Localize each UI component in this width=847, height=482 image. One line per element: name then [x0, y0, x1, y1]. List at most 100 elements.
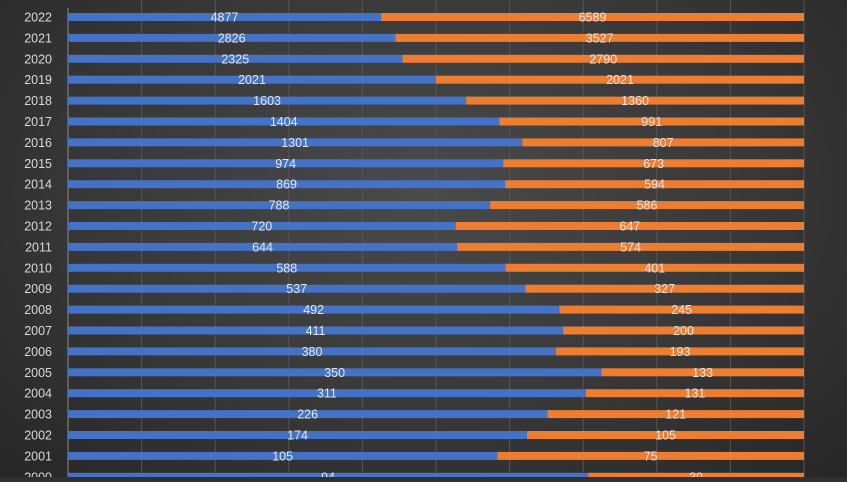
y-tick-label: 2011: [25, 240, 52, 254]
bar-segment: [402, 54, 804, 63]
y-tick-label: 2020: [24, 52, 52, 66]
bar-segment: [68, 33, 396, 42]
data-label: 2021: [606, 73, 634, 87]
y-tick-label: 2009: [24, 282, 52, 296]
y-tick-label: 2019: [24, 73, 52, 87]
bar-segment: [68, 263, 506, 272]
data-label: 673: [643, 157, 664, 171]
y-tick-label: 2012: [24, 220, 52, 234]
bar-segment: [585, 389, 804, 398]
y-tick-label: 2002: [24, 429, 52, 443]
y-tick-label: 2018: [24, 94, 52, 108]
data-label: 588: [276, 261, 297, 275]
bar-segment: [68, 284, 526, 293]
data-label: 94: [321, 470, 335, 477]
y-tick-label: 2004: [24, 387, 52, 401]
bar-segment: [68, 431, 528, 439]
data-label: 3527: [586, 31, 614, 45]
data-label: 1301: [281, 136, 309, 150]
bar-segment: [499, 117, 804, 126]
data-label: 991: [641, 115, 662, 129]
bar-segment: [68, 222, 456, 230]
bar-segment: [436, 75, 804, 84]
y-tick-label: 2007: [24, 324, 52, 338]
y-tick-label: 2017: [24, 115, 52, 129]
data-label: 807: [653, 136, 674, 150]
bar-segment: [527, 431, 804, 439]
y-tick-label: 2001: [24, 449, 52, 463]
data-label: 788: [269, 199, 290, 213]
data-label: 647: [619, 220, 640, 234]
bar-segment: [68, 451, 498, 460]
bar-segment: [505, 180, 804, 189]
y-tick-label: 2003: [24, 408, 52, 422]
data-label: 226: [297, 408, 318, 422]
bar-segment: [563, 326, 804, 335]
y-tick-label: 2013: [24, 199, 52, 213]
data-label: 327: [654, 282, 675, 296]
bar-segment: [68, 410, 548, 419]
data-label: 75: [644, 449, 658, 463]
bar-segment: [68, 326, 564, 335]
bar-segment: [381, 13, 804, 21]
y-tick-label: 2010: [24, 261, 52, 275]
bar-segment: [505, 263, 804, 272]
bar-segment: [547, 410, 804, 419]
bar-segment: [68, 159, 504, 168]
bar-segment: [68, 347, 557, 356]
data-label: 594: [644, 178, 665, 192]
bar-segment: [68, 180, 506, 189]
bar-segment: [68, 13, 382, 21]
data-label: 720: [251, 220, 272, 234]
bar-segment: [457, 242, 804, 251]
bar-segment: [68, 54, 403, 63]
data-label: 2790: [589, 52, 617, 66]
bar-segment: [559, 305, 804, 314]
data-label: 2021: [238, 73, 266, 87]
data-label: 492: [303, 303, 324, 317]
bar-segment: [601, 368, 804, 377]
data-label: 245: [671, 303, 692, 317]
data-label: 133: [692, 366, 713, 380]
bar-segment: [68, 242, 458, 251]
data-label: 121: [665, 408, 686, 422]
bar-segment: [68, 368, 602, 377]
data-label: 411: [306, 324, 326, 338]
data-label: 174: [287, 429, 308, 443]
bar-segment: [497, 451, 804, 460]
bar-segment: [395, 33, 804, 42]
data-label: 537: [286, 282, 307, 296]
data-label: 2826: [218, 31, 246, 45]
data-label: 1603: [253, 94, 281, 108]
data-label: 200: [673, 324, 694, 338]
bar-segment: [68, 201, 491, 210]
y-tick-label: 2014: [24, 178, 52, 192]
data-label: 311: [317, 387, 337, 401]
data-label: 586: [637, 199, 658, 213]
bar-segment: [455, 222, 804, 230]
data-label: 131: [685, 387, 706, 401]
data-label: 350: [324, 366, 345, 380]
y-tick-label: 2016: [24, 136, 52, 150]
data-label: 974: [275, 157, 296, 171]
y-tick-label: 2006: [24, 345, 52, 359]
bar-segment: [556, 347, 804, 356]
bar-segment: [68, 389, 586, 398]
bar-segment: [68, 138, 523, 147]
bar-segment: [522, 138, 804, 147]
data-label: 193: [670, 345, 691, 359]
bar-segment: [68, 117, 500, 126]
bar-segment: [68, 305, 560, 314]
data-label: 1404: [270, 115, 298, 129]
data-label: 2325: [221, 52, 249, 66]
bar-segment: [503, 159, 804, 168]
bar-segment: [490, 201, 804, 210]
y-tick-label: 2021: [24, 31, 52, 45]
data-label: 105: [655, 429, 676, 443]
data-label: 574: [620, 240, 641, 254]
data-label: 6589: [579, 11, 607, 25]
data-label: 869: [276, 178, 297, 192]
data-label: 39: [689, 470, 703, 477]
